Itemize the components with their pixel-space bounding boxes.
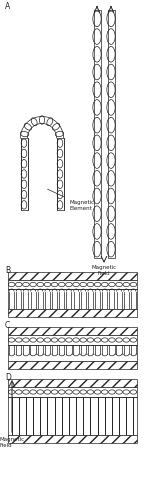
Bar — [8, 327, 137, 335]
Bar — [8, 361, 137, 369]
Bar — [8, 397, 137, 435]
Text: D: D — [5, 373, 11, 382]
Bar — [8, 387, 137, 397]
Bar — [8, 379, 137, 387]
Bar — [8, 272, 137, 280]
Text: Magnetic
Field: Magnetic Field — [0, 437, 25, 448]
Bar — [107, 10, 115, 258]
Text: Magnetic
Field: Magnetic Field — [91, 265, 117, 276]
Bar — [8, 289, 137, 309]
Polygon shape — [20, 116, 64, 138]
Bar — [8, 280, 137, 289]
Text: A: A — [5, 2, 10, 11]
Text: C: C — [5, 321, 10, 330]
Bar — [8, 309, 137, 317]
Bar — [57, 138, 64, 210]
Text: B: B — [5, 266, 10, 275]
Bar — [94, 10, 100, 258]
Bar — [8, 345, 137, 361]
Text: Magnetic
Element: Magnetic Element — [48, 189, 95, 211]
Bar — [8, 435, 137, 443]
Bar — [8, 335, 137, 345]
Bar — [20, 138, 28, 210]
